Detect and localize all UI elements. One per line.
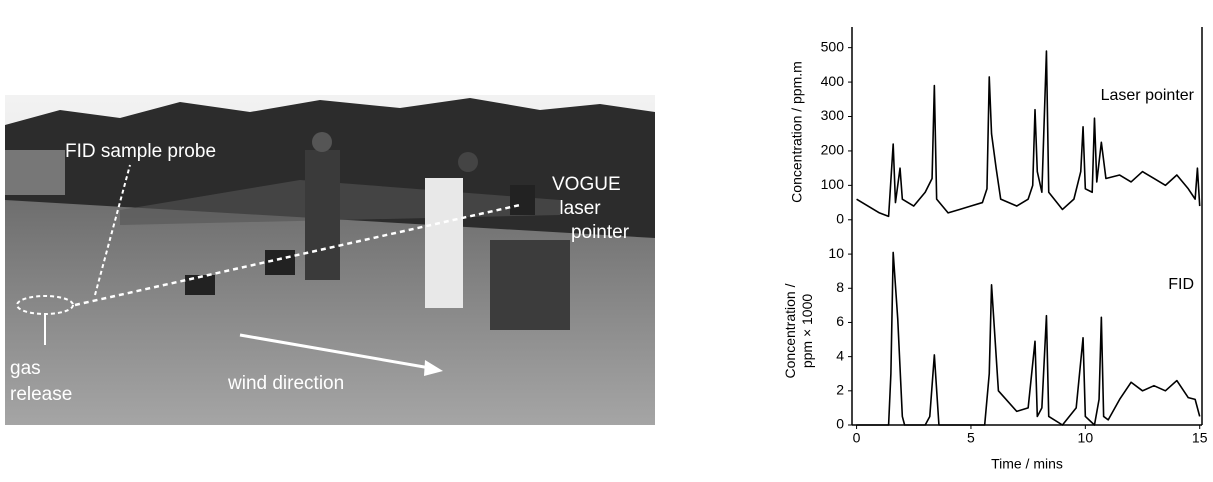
x-tick-label: 10 — [1078, 430, 1094, 446]
y-tick-label: 4 — [836, 347, 844, 363]
x-tick-label: 0 — [853, 430, 861, 446]
data-line — [856, 251, 1201, 426]
y-tick-label: 0 — [836, 210, 844, 226]
x-tick-label: 15 — [1192, 430, 1208, 446]
y-tick-label: 10 — [828, 245, 844, 261]
y-axis-label: Concentration / ppm.m — [789, 61, 805, 203]
y-axis-label: ppm × 1000 — [799, 294, 815, 369]
photo-label: release — [10, 384, 72, 405]
photo-label: gas — [10, 358, 41, 379]
y-tick-label: 6 — [836, 313, 844, 329]
x-axis-label: Time / mins — [991, 456, 1063, 472]
y-tick-label: 200 — [821, 142, 845, 158]
y-tick-label: 300 — [821, 107, 845, 123]
annotation: FID — [1168, 276, 1194, 293]
photo-label: FID sample probe — [65, 141, 216, 162]
y-tick-label: 400 — [821, 73, 845, 89]
photo-label: wind direction — [227, 373, 344, 394]
photo-label: laser — [559, 198, 601, 219]
photo-label: VOGUE — [552, 174, 621, 195]
data-line — [856, 50, 1201, 218]
annotation: Laser pointer — [1101, 87, 1195, 104]
photo-label: pointer — [571, 222, 630, 243]
y-tick-label: 2 — [836, 382, 844, 398]
y-tick-label: 8 — [836, 279, 844, 295]
y-tick-label: 0 — [836, 416, 844, 432]
y-axis-label: Concentration / — [782, 283, 798, 378]
y-tick-label: 500 — [821, 38, 845, 54]
x-tick-label: 5 — [967, 430, 975, 446]
y-tick-label: 100 — [821, 176, 845, 192]
photo: FID sample probe VOGUE laser pointer gas… — [5, 95, 655, 425]
